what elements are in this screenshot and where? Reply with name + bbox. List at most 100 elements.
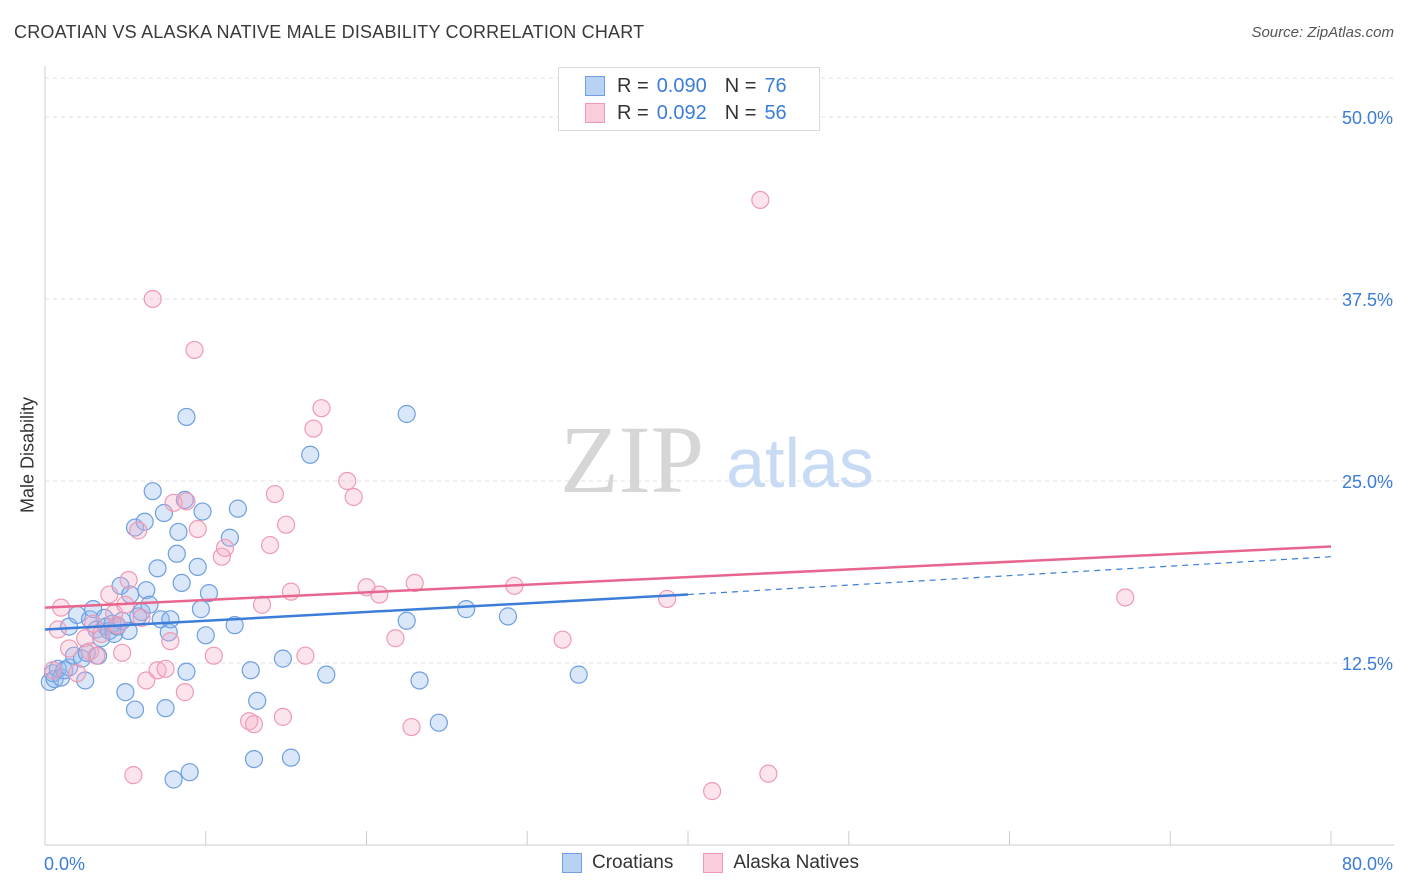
alaska-natives-trend-line (44, 545, 1332, 609)
croatians-point (248, 691, 267, 710)
alaska-natives-point (338, 471, 357, 491)
croatians-point (177, 407, 196, 427)
alaska-natives-point (281, 582, 301, 601)
series-label-croatians: Croatians (592, 852, 674, 873)
alaska-natives-point (296, 646, 315, 665)
chart-title: CROATIAN VS ALASKA NATIVE MALE DISABILIT… (14, 22, 645, 42)
alaska-natives-point (265, 484, 284, 504)
croatians-point (244, 749, 264, 769)
alaska-natives-point (402, 717, 421, 737)
croatians-point (410, 671, 429, 690)
croatians-point (281, 748, 301, 767)
croatians-point (429, 713, 448, 732)
legend-r-value: 0.092 (656, 101, 707, 124)
legend-r-label: R = (617, 101, 649, 124)
y-tick-label: 12.5% (1342, 654, 1393, 674)
legend-r-value: 0.090 (656, 74, 707, 97)
alaska-natives-point (119, 570, 138, 590)
legend-swatch-alaska-natives (585, 103, 605, 123)
alaska-natives-point (751, 190, 770, 210)
alaska-natives-point (386, 629, 405, 648)
alaska-natives-point (703, 782, 722, 801)
x-tick-label: 0.0% (44, 854, 85, 874)
legend-r-label: R = (617, 74, 649, 97)
alaska-natives-point (68, 664, 87, 683)
alaska-natives-point (87, 646, 106, 665)
y-tick-label: 37.5% (1342, 290, 1393, 310)
x-tick-label: 80.0% (1342, 854, 1393, 874)
alaska-natives-point (260, 535, 280, 555)
alaska-natives-point (43, 661, 63, 680)
legend-n-value: 56 (764, 101, 787, 124)
croatians-point (498, 607, 518, 626)
croatians-trend-extension (687, 556, 1332, 596)
croatians-point (164, 770, 183, 789)
alaska-natives-point (161, 632, 180, 651)
alaska-natives-point (215, 538, 235, 558)
legend-n-value: 76 (764, 74, 787, 97)
croatians-point (191, 600, 211, 619)
croatians-point (228, 499, 247, 518)
croatians-point (569, 665, 588, 684)
alaska-natives-point (273, 707, 293, 726)
croatians-point (196, 626, 215, 645)
croatians-point (177, 662, 196, 681)
data-points (40, 190, 1135, 801)
y-tick-label: 50.0% (1342, 108, 1393, 128)
alaska-natives-point (188, 519, 207, 539)
alaska-natives-point (204, 646, 223, 665)
alaska-natives-point (156, 659, 175, 678)
alaska-natives-point (405, 573, 424, 593)
croatians-point (143, 482, 162, 501)
alaska-natives-point (177, 492, 196, 511)
croatians-point (199, 583, 219, 603)
alaska-natives-point (175, 683, 194, 702)
alaska-natives-point (344, 487, 363, 507)
alaska-natives-point (143, 289, 162, 309)
series-swatch-alaska-natives (703, 853, 724, 873)
alaska-natives-point (129, 521, 148, 540)
croatians-point (148, 559, 167, 578)
croatians-point (156, 699, 175, 718)
series-legend-alaska-natives[interactable]: Alaska Natives (703, 852, 859, 874)
croatians-point (140, 595, 159, 614)
alaska-natives-point (759, 764, 778, 783)
alaska-natives-point (304, 419, 323, 438)
croatians-point (116, 683, 135, 702)
croatians-point (301, 445, 320, 464)
alaska-natives-point (244, 715, 264, 734)
alaska-natives-point (132, 608, 151, 627)
croatians-point (167, 544, 186, 563)
series-label-alaska-natives: Alaska Natives (733, 852, 859, 873)
alaska-natives-point (60, 639, 79, 658)
stats-legend: R = 0.090 N = 76 R = 0.092 N = 56 (558, 67, 820, 131)
axes (44, 66, 1394, 846)
watermark: ZIP atlas (560, 406, 874, 513)
croatians-point (125, 518, 145, 537)
alaska-natives-point (553, 630, 572, 649)
chart-source: Source: ZipAtlas.com (1251, 24, 1394, 41)
legend-swatch-croatians (585, 76, 605, 96)
croatians-point (125, 700, 145, 719)
croatians-point (161, 610, 180, 629)
alaska-natives-point (113, 643, 132, 662)
series-legend-croatians[interactable]: Croatians (562, 852, 673, 874)
croatians-point (119, 621, 138, 641)
croatians-point (180, 763, 199, 782)
croatians-point (457, 600, 476, 619)
alaska-natives-point (124, 766, 143, 785)
alaska-natives-point (277, 515, 296, 534)
croatians-point (169, 522, 188, 542)
tick-labels: 12.5% 25.0% 37.5% 50.0% 0.0% 80.0% (44, 108, 1393, 874)
trend-lines (44, 545, 1332, 631)
alaska-natives-point (240, 712, 259, 731)
legend-n-label: N = (724, 101, 757, 124)
series-swatch-croatians (562, 853, 582, 873)
croatians-point (273, 649, 293, 668)
watermark-zip: ZIP (560, 406, 704, 513)
alaska-natives-point (100, 585, 119, 604)
legend-row-croatians: R = 0.090 N = 76 (585, 74, 787, 98)
alaska-natives-point (370, 585, 389, 604)
series-legend: Croatians Alaska Natives (562, 852, 889, 874)
